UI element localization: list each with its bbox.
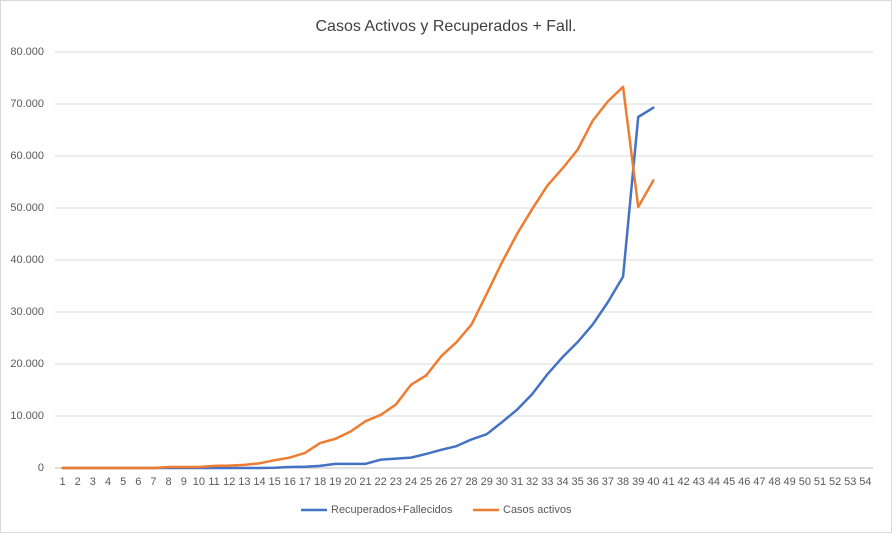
x-tick-label: 13 <box>238 476 250 488</box>
y-tick-label: 30.000 <box>10 306 44 318</box>
x-tick-label: 36 <box>587 476 599 488</box>
x-tick-label: 23 <box>390 476 402 488</box>
y-tick-label: 80.000 <box>10 46 44 58</box>
x-tick-label: 31 <box>511 476 523 488</box>
x-tick-label: 53 <box>844 476 856 488</box>
x-tick-label: 37 <box>602 476 614 488</box>
x-tick-label: 27 <box>450 476 462 488</box>
x-tick-label: 50 <box>799 476 811 488</box>
x-tick-label: 17 <box>299 476 311 488</box>
x-tick-label: 25 <box>420 476 432 488</box>
x-tick-label: 49 <box>784 476 796 488</box>
series-line <box>61 85 655 470</box>
x-tick-label: 51 <box>814 476 826 488</box>
x-tick-label: 40 <box>647 476 659 488</box>
x-tick-label: 19 <box>329 476 341 488</box>
x-tick-label: 41 <box>662 476 674 488</box>
x-tick-label: 18 <box>314 476 326 488</box>
x-tick-label: 45 <box>723 476 735 488</box>
x-tick-label: 12 <box>223 476 235 488</box>
y-tick-label: 70.000 <box>10 98 44 110</box>
x-tick-label: 38 <box>617 476 629 488</box>
x-tick-label: 11 <box>208 476 219 488</box>
x-tick-label: 26 <box>435 476 447 488</box>
x-tick-label: 30 <box>496 476 508 488</box>
x-tick-label: 5 <box>120 476 126 488</box>
legend-label: Casos activos <box>503 504 572 516</box>
x-tick-label: 54 <box>859 476 871 488</box>
x-tick-label: 39 <box>632 476 644 488</box>
legend-label: Recuperados+Fallecidos <box>331 504 453 516</box>
x-tick-label: 10 <box>193 476 205 488</box>
x-tick-label: 21 <box>359 476 371 488</box>
x-tick-label: 24 <box>405 476 417 488</box>
chart-title: Casos Activos y Recuperados + Fall. <box>315 18 576 35</box>
x-tick-label: 16 <box>284 476 296 488</box>
y-tick-label: 40.000 <box>10 254 44 266</box>
x-tick-label: 14 <box>253 476 265 488</box>
x-tick-label: 28 <box>465 476 477 488</box>
x-tick-label: 7 <box>150 476 156 488</box>
x-tick-label: 9 <box>181 476 187 488</box>
x-tick-label: 32 <box>526 476 538 488</box>
x-tick-label: 3 <box>90 476 96 488</box>
x-tick-label: 48 <box>768 476 780 488</box>
x-tick-label: 8 <box>166 476 172 488</box>
y-tick-label: 10.000 <box>10 410 44 422</box>
x-tick-label: 35 <box>571 476 583 488</box>
x-tick-label: 46 <box>738 476 750 488</box>
x-tick-label: 20 <box>344 476 356 488</box>
x-tick-label: 2 <box>75 476 81 488</box>
x-tick-label: 1 <box>60 476 66 488</box>
x-tick-label: 22 <box>375 476 387 488</box>
x-tick-label: 15 <box>269 476 281 488</box>
y-tick-label: 50.000 <box>10 202 44 214</box>
x-tick-label: 4 <box>105 476 111 488</box>
x-tick-label: 52 <box>829 476 841 488</box>
x-tick-label: 42 <box>678 476 690 488</box>
x-tick-label: 6 <box>135 476 141 488</box>
y-tick-label: 60.000 <box>10 150 44 162</box>
x-tick-label: 29 <box>481 476 493 488</box>
y-tick-label: 0 <box>38 462 44 474</box>
x-tick-label: 47 <box>753 476 765 488</box>
x-tick-label: 43 <box>693 476 705 488</box>
x-tick-label: 44 <box>708 476 720 488</box>
x-tick-label: 34 <box>556 476 568 488</box>
y-tick-label: 20.000 <box>10 358 44 370</box>
x-tick-label: 33 <box>541 476 553 488</box>
